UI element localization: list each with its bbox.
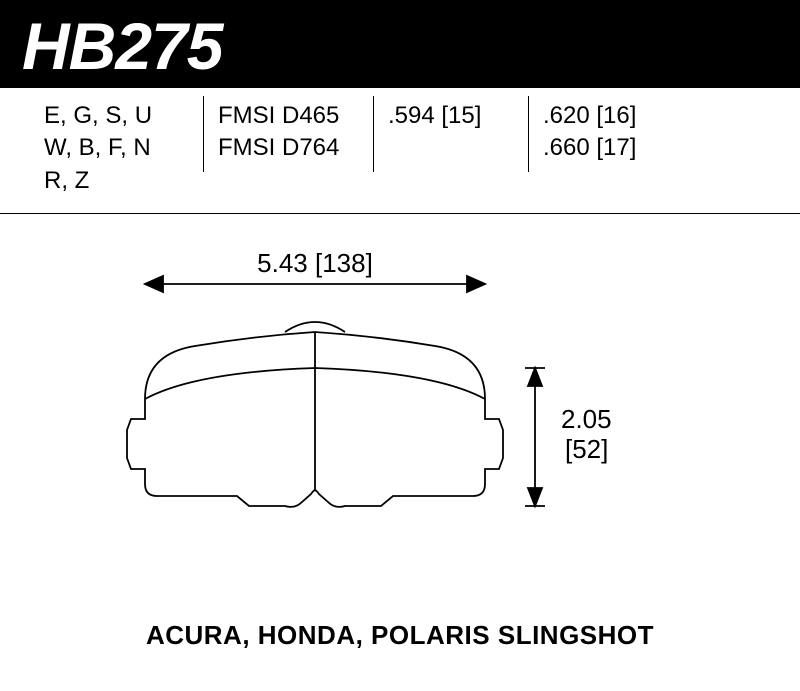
- diagram-area: 5.43 [138] 2.05 [52]: [0, 214, 800, 614]
- spec-col-thickness2: .620 [16] .660 [17]: [529, 100, 699, 197]
- applications-footer: ACURA, HONDA, POLARIS SLINGSHOT: [0, 614, 800, 651]
- spec-text: .594 [15]: [388, 100, 511, 132]
- spec-text: R, Z: [44, 165, 186, 197]
- spec-text: .660 [17]: [543, 132, 681, 164]
- spec-col-fmsi: FMSI D465 FMSI D764: [204, 100, 374, 197]
- spec-col-compounds: E, G, S, U W, B, F, N R, Z: [44, 100, 204, 197]
- header-bar: HB275: [0, 0, 800, 88]
- spec-text: FMSI D465: [218, 100, 356, 132]
- spec-text: .620 [16]: [543, 100, 681, 132]
- spec-text: FMSI D764: [218, 132, 356, 164]
- width-dim-label: 5.43 [138]: [257, 248, 373, 278]
- spec-col-thickness1: .594 [15]: [374, 100, 529, 197]
- spec-text: W, B, F, N: [44, 132, 186, 164]
- spec-text: E, G, S, U: [44, 100, 186, 132]
- height-dimension: [525, 368, 545, 506]
- brake-pad-outline: [127, 322, 503, 507]
- part-number: HB275: [22, 8, 800, 84]
- height-dim-mm: [52]: [565, 434, 608, 464]
- brake-pad-diagram: 5.43 [138] 2.05 [52]: [85, 224, 685, 604]
- spec-table: E, G, S, U W, B, F, N R, Z FMSI D465 FMS…: [0, 88, 800, 214]
- height-dim-in: 2.05: [561, 404, 612, 434]
